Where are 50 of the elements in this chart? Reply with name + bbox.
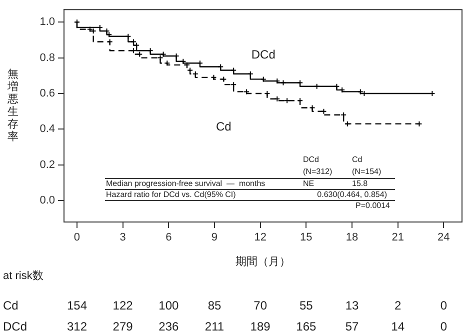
annotation: (N=312) [303, 167, 332, 176]
text: 70 [254, 298, 268, 312]
text: 85 [208, 298, 222, 312]
annotation: Median progression-free survival — months [106, 179, 266, 188]
x-tick-label: 24 [438, 232, 450, 244]
x-tick-label: 15 [300, 232, 312, 244]
text: 13 [345, 298, 359, 312]
text: 279 [112, 319, 134, 332]
text: 0 [440, 298, 448, 312]
y-tick-label: 0.0 [40, 194, 55, 207]
y-tick-label: 0.2 [40, 158, 55, 171]
annotation: (N=154) [352, 167, 382, 176]
annotation: DCd [303, 155, 320, 164]
text: DCd [3, 319, 28, 332]
text: 236 [158, 319, 179, 332]
text: at risk数 [3, 270, 44, 282]
text: 165 [296, 319, 316, 332]
x-tick-label: 6 [166, 232, 172, 244]
text: 211 [204, 319, 224, 332]
annotation: Cd [352, 155, 362, 164]
x-tick-label: 0 [74, 232, 80, 244]
x-tick-label: 3 [120, 232, 126, 244]
x-tick-label: 12 [254, 232, 266, 244]
text: 312 [66, 319, 88, 332]
x-tick-label: 9 [211, 232, 218, 244]
text: 154 [66, 298, 88, 312]
y-axis-title: 無増悪生存率 [6, 68, 18, 144]
series-label: DCd [251, 48, 276, 62]
text: 14 [391, 319, 405, 332]
annotation: 0.630(0.464, 0.854) [317, 190, 388, 200]
y-tick-label: 1.0 [40, 16, 55, 28]
text: 57 [345, 319, 359, 332]
text: 0 [440, 319, 448, 332]
text: 122 [112, 298, 134, 312]
x-tick-label: 21 [392, 232, 404, 244]
x-tick-label: 18 [346, 232, 358, 244]
annotation: P=0.0014 [356, 201, 391, 210]
y-tick-label: 0.4 [40, 123, 55, 136]
text: 55 [299, 298, 314, 312]
y-tick-label: 0.8 [40, 52, 55, 64]
y-tick-label: 0.6 [40, 88, 55, 100]
annotation: 15.8 [352, 179, 368, 188]
text: Cd [216, 120, 232, 134]
text: 2 [394, 298, 402, 312]
text: 189 [250, 319, 271, 332]
x-axis-title: 期間（月） [236, 256, 290, 268]
text: Cd [3, 298, 18, 312]
text: 100 [158, 298, 179, 312]
annotation: Hazard ratio for DCd vs. Cd(95% CI) [106, 190, 236, 200]
annotation: NE [303, 179, 314, 188]
